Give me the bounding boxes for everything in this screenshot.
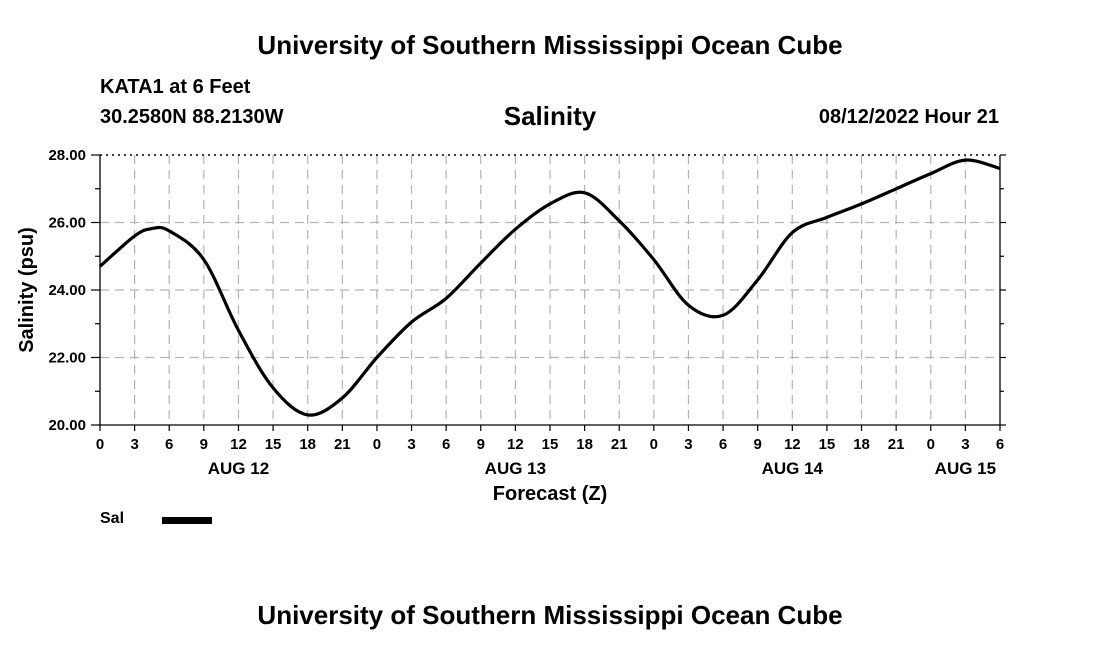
x-tick-label: 0 bbox=[373, 436, 381, 453]
legend-swatch bbox=[162, 517, 212, 524]
x-tick-label: 6 bbox=[442, 436, 450, 453]
legend-label: Sal bbox=[100, 510, 125, 527]
x-tick-label: 12 bbox=[784, 436, 801, 453]
y-tick-label: 22.00 bbox=[48, 350, 86, 367]
date-label: AUG 14 bbox=[762, 459, 824, 478]
x-tick-label: 9 bbox=[754, 436, 762, 453]
footer-title: University of Southern Mississippi Ocean… bbox=[257, 600, 843, 630]
x-tick-label: 12 bbox=[230, 436, 247, 453]
x-tick-label: 0 bbox=[650, 436, 658, 453]
main-title: University of Southern Mississippi Ocean… bbox=[257, 30, 843, 60]
axes bbox=[91, 154, 1006, 431]
x-tick-label: 9 bbox=[477, 436, 485, 453]
x-tick-label: 0 bbox=[96, 436, 104, 453]
station-label: KATA1 at 6 Feet bbox=[100, 76, 251, 98]
series-line-sal bbox=[98, 158, 1001, 417]
x-tick-label: 3 bbox=[407, 436, 415, 453]
x-tick-label: 18 bbox=[576, 436, 593, 453]
x-tick-label: 15 bbox=[542, 436, 559, 453]
x-tick-label: 3 bbox=[961, 436, 969, 453]
x-tick-label: 15 bbox=[265, 436, 282, 453]
y-tick-label: 26.00 bbox=[48, 215, 86, 232]
date-label: AUG 13 bbox=[485, 459, 546, 478]
axis-labels: 0 3 6 9 12 15 18 21 0 3 6 9 12 15 18 21 0 3 6 9 12 15 18 21 0 3 6 2… bbox=[16, 147, 1004, 505]
y-tick-label: 28.00 bbox=[48, 147, 86, 164]
x-tick-label: 21 bbox=[611, 436, 628, 453]
x-tick-label: 18 bbox=[853, 436, 870, 453]
x-axis-title: Forecast (Z) bbox=[493, 483, 607, 505]
x-tick-label: 6 bbox=[996, 436, 1004, 453]
y-axis-title: Salinity (psu) bbox=[16, 227, 38, 353]
x-tick-label: 12 bbox=[507, 436, 524, 453]
x-tick-label: 0 bbox=[927, 436, 935, 453]
grid bbox=[100, 154, 1000, 425]
series-layer bbox=[98, 158, 1001, 417]
x-tick-label: 3 bbox=[130, 436, 138, 453]
chart-title: Salinity bbox=[503, 101, 597, 131]
x-tick-label: 21 bbox=[888, 436, 905, 453]
x-tick-label: 21 bbox=[334, 436, 351, 453]
valid-time: 08/12/2022 Hour 21 bbox=[818, 106, 999, 128]
x-tick-label: 18 bbox=[299, 436, 316, 453]
date-label: AUG 12 bbox=[208, 459, 269, 478]
x-tick-label: 15 bbox=[819, 436, 836, 453]
y-tick-label: 20.00 bbox=[48, 417, 86, 434]
x-tick-label: 6 bbox=[719, 436, 727, 453]
y-tick-label: 24.00 bbox=[48, 282, 86, 299]
x-tick-label: 3 bbox=[684, 436, 692, 453]
x-tick-label: 6 bbox=[165, 436, 173, 453]
date-label: AUG 15 bbox=[935, 459, 996, 478]
station-coordinates: 30.2580N 88.2130W bbox=[100, 106, 284, 128]
x-tick-label: 9 bbox=[200, 436, 208, 453]
